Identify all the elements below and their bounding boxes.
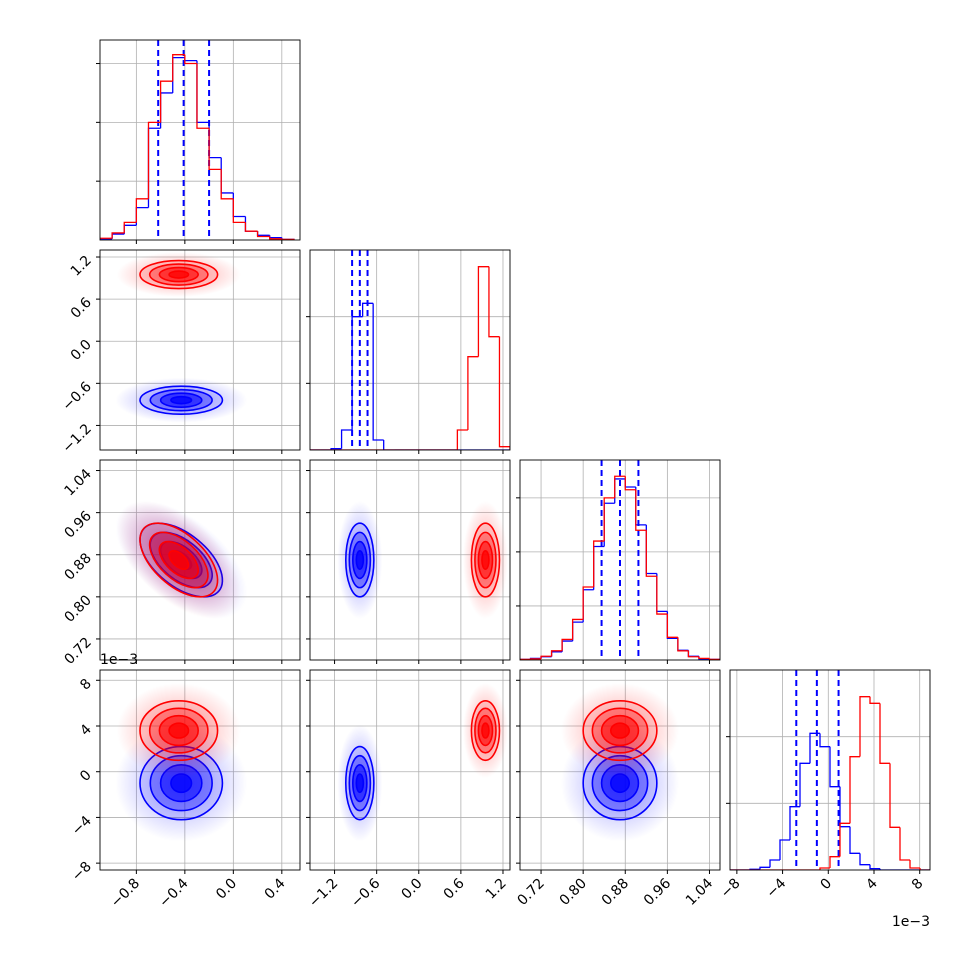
panel-frame	[519, 459, 721, 661]
histogram-panel	[520, 460, 720, 660]
contour	[355, 773, 365, 794]
histogram-step	[111, 232, 125, 239]
histogram-step	[645, 530, 657, 577]
histogram-step	[529, 658, 542, 660]
contour	[168, 549, 190, 571]
x-offset-label: 1e−3	[892, 914, 930, 930]
contour	[168, 722, 190, 739]
histogram-panel	[310, 250, 510, 450]
contour	[170, 395, 193, 405]
contour-panel	[310, 670, 510, 870]
panel-frame	[309, 669, 511, 871]
histogram-step	[656, 576, 668, 615]
histogram-step	[488, 266, 500, 338]
contour	[481, 722, 490, 739]
histogram-step	[909, 860, 920, 869]
histogram-step	[819, 733, 830, 748]
histogram-step	[269, 236, 282, 240]
histogram-step	[614, 475, 626, 498]
histogram-step	[383, 440, 395, 450]
histogram-step	[100, 237, 113, 240]
histogram-step	[869, 864, 880, 870]
panel-frame	[99, 249, 301, 451]
histogram-step	[520, 658, 531, 660]
histogram-step	[550, 650, 563, 657]
histogram-step	[666, 614, 678, 638]
panel-frame	[519, 669, 721, 871]
histogram-step	[698, 656, 710, 660]
histogram-step	[593, 540, 605, 588]
histogram-step	[456, 429, 468, 450]
histogram-step	[677, 637, 689, 652]
contour-panel	[100, 460, 300, 660]
histogram-step	[819, 867, 830, 870]
y-offset-label: 1e−3	[100, 652, 138, 668]
histogram-step	[340, 429, 353, 449]
contour-panel	[100, 250, 300, 450]
contour	[481, 549, 490, 571]
histogram-step	[498, 336, 510, 450]
histogram-step	[708, 658, 720, 660]
histogram-step	[571, 618, 584, 640]
histogram-step	[829, 856, 840, 868]
histogram-step	[540, 655, 552, 659]
histogram-step	[208, 128, 222, 171]
histogram-step	[879, 703, 890, 764]
histogram-step	[135, 198, 149, 223]
histogram-panel	[730, 670, 930, 870]
histogram-step	[256, 231, 270, 238]
histogram-step	[879, 868, 890, 870]
histogram-step	[467, 356, 479, 430]
panel-frame	[309, 459, 511, 661]
histogram-step	[147, 121, 161, 199]
contour	[168, 270, 190, 279]
contour-panel	[100, 670, 300, 870]
contour	[355, 549, 365, 571]
histogram-step	[582, 586, 594, 620]
histogram-step	[889, 763, 900, 828]
contour-panel	[310, 460, 510, 660]
histogram-step	[919, 868, 930, 870]
histogram-step	[561, 638, 573, 651]
histogram-step	[635, 489, 647, 531]
histogram-step	[859, 853, 870, 866]
histogram-step	[196, 63, 210, 129]
histogram-step	[184, 54, 197, 65]
panel-frame	[309, 249, 511, 451]
histogram-step	[839, 822, 850, 857]
histogram-step	[172, 54, 185, 82]
panel-frame	[99, 459, 301, 661]
histogram-step	[232, 198, 246, 224]
histogram-step	[477, 266, 489, 357]
histogram-step	[159, 80, 173, 123]
histogram-step	[899, 827, 910, 861]
histogram-step	[799, 762, 810, 807]
histogram-step	[779, 839, 790, 860]
contour-panel	[520, 670, 720, 870]
histogram-step	[123, 221, 137, 233]
panel-frame	[99, 39, 301, 241]
histogram-step	[849, 756, 860, 824]
histogram-step	[769, 859, 780, 868]
panel-frame	[729, 669, 931, 871]
histogram-step	[829, 746, 840, 788]
histogram-step	[372, 303, 384, 441]
histogram-panel	[100, 40, 300, 240]
contour	[609, 722, 631, 739]
histogram-step	[244, 222, 258, 232]
histogram-step	[789, 806, 800, 840]
histogram-step	[869, 696, 880, 704]
histogram-step	[220, 169, 234, 200]
histogram-step	[849, 826, 860, 854]
panel-frame	[99, 669, 301, 871]
histogram-step	[603, 497, 615, 542]
histogram-step	[859, 696, 870, 757]
histogram-step	[687, 650, 699, 658]
histogram-step	[759, 866, 770, 870]
histogram-step	[361, 302, 374, 317]
histogram-step	[624, 476, 636, 491]
